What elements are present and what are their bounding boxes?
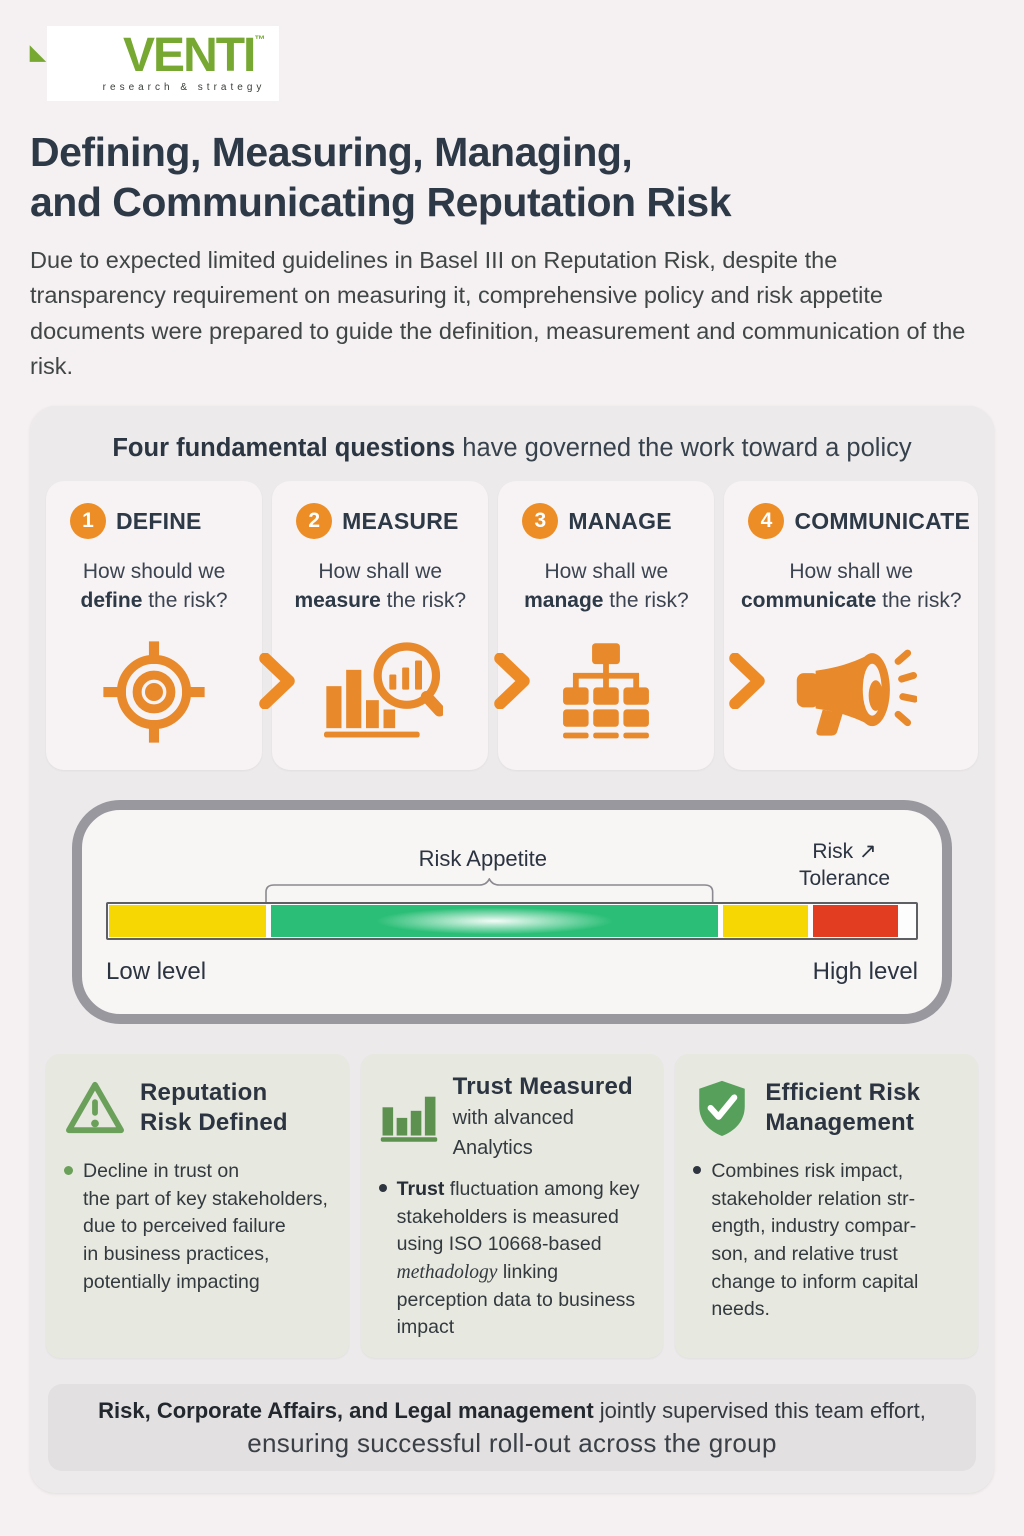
chevron-right-icon [259, 653, 295, 710]
chart-magnifier-icon [317, 632, 444, 752]
bullet-icon [64, 1165, 73, 1175]
risk-scale-bar [106, 901, 918, 940]
main-panel: Four fundamental questions have governed… [30, 406, 994, 1493]
risk-segment-low-yellow [109, 904, 267, 937]
risk-appetite-label: Risk Appetite [418, 845, 548, 871]
question-card-define: 1 DEFINE How should we define the risk? [46, 481, 263, 770]
logo-tick-icon: ◣ [30, 42, 46, 64]
risk-scale-panel: Risk Appetite Risk ↗ Tolerance Low level… [72, 799, 952, 1024]
step-label: COMMUNICATE [794, 507, 970, 534]
bar-chart-icon [379, 1090, 439, 1144]
step-question: How shall we manage the risk? [524, 560, 689, 613]
up-right-arrow-icon: ↗ [859, 839, 877, 863]
brand-tagline: research & strategy [102, 82, 266, 93]
risk-tolerance-label: Risk ↗ Tolerance [798, 839, 890, 891]
step-question: How shall we communicate the risk? [740, 560, 962, 613]
panel-heading: Four fundamental questions have governed… [46, 434, 978, 463]
step-number-badge: 1 [70, 503, 106, 540]
step-number-badge: 4 [748, 503, 785, 540]
step-question: How shall we measure the risk? [294, 560, 467, 613]
info-card-efficient-risk-management: Efficient Risk Management Combines risk … [675, 1053, 979, 1358]
shield-check-icon [693, 1078, 751, 1138]
info-cards-row: Reputation Risk Defined Decline in trust… [46, 1053, 979, 1358]
bullet-icon [693, 1165, 702, 1174]
risk-segment-high-yellow [723, 904, 809, 937]
brace-icon [265, 877, 714, 902]
step-number-badge: 3 [522, 503, 559, 540]
chevron-right-icon [494, 653, 530, 710]
question-card-measure: 2 MEASURE How shall we measure the risk? [272, 481, 489, 770]
info-card-subtitle: with alvanced Analytics [452, 1106, 574, 1159]
megaphone-icon [785, 632, 918, 752]
panel-heading-rest: have governed the work toward a policy [455, 434, 912, 463]
trademark-symbol: ™ [254, 34, 266, 46]
step-question: How should we define the risk? [80, 560, 228, 613]
question-cards-row: 1 DEFINE How should we define the risk? [46, 481, 978, 770]
intro-paragraph: Due to expected limited guidelines in Ba… [30, 247, 966, 379]
target-icon [100, 632, 208, 752]
risk-segment-appetite-green [271, 904, 719, 937]
info-card-body: Decline in trust on the part of key stak… [83, 1159, 328, 1293]
logo: ◣ VENTI ™ research & strategy [30, 26, 994, 101]
logo-box: VENTI ™ research & strategy [47, 26, 280, 101]
info-card-title: Efficient Risk Management [765, 1078, 921, 1136]
info-card-title: Reputation Risk Defined [140, 1078, 288, 1136]
info-card-reputation-risk-defined: Reputation Risk Defined Decline in trust… [46, 1053, 349, 1358]
step-label: MANAGE [568, 507, 672, 534]
info-card-body: Combines risk impact, stakeholder relati… [711, 1159, 919, 1321]
step-label: DEFINE [116, 507, 202, 534]
step-label: MEASURE [342, 507, 459, 534]
title-line-1: Defining, Measuring, Managing, [30, 129, 633, 175]
high-level-label: High level [812, 957, 918, 985]
question-card-manage: 3 MANAGE How shall we manage the risk? [498, 481, 715, 770]
page-title: Defining, Measuring, Managing, and Commu… [30, 127, 994, 227]
org-chart-icon [548, 632, 664, 752]
brand-name: VENTI [123, 29, 256, 82]
footer-note: Risk, Corporate Affairs, and Legal manag… [48, 1383, 976, 1471]
info-card-trust-measured: Trust Measured with alvanced Analytics T… [360, 1053, 664, 1358]
panel-heading-bold: Four fundamental questions [112, 434, 456, 463]
title-line-2: and Communicating Reputation Risk [30, 179, 732, 226]
question-card-communicate: 4 COMMUNICATE How shall we communicate t… [724, 481, 978, 770]
info-card-body: Trust fluctuation among key stakeholders… [396, 1177, 640, 1339]
chevron-right-icon [729, 653, 765, 710]
warning-triangle-icon [64, 1080, 126, 1136]
infographic-page: ◣ VENTI ™ research & strategy Defining, … [30, 26, 994, 1493]
info-card-title: Trust Measured with alvanced Analytics [452, 1072, 633, 1159]
step-number-badge: 2 [296, 503, 333, 540]
bullet-icon [378, 1183, 387, 1192]
low-level-label: Low level [106, 957, 207, 985]
risk-segment-tolerance-red [813, 904, 898, 937]
